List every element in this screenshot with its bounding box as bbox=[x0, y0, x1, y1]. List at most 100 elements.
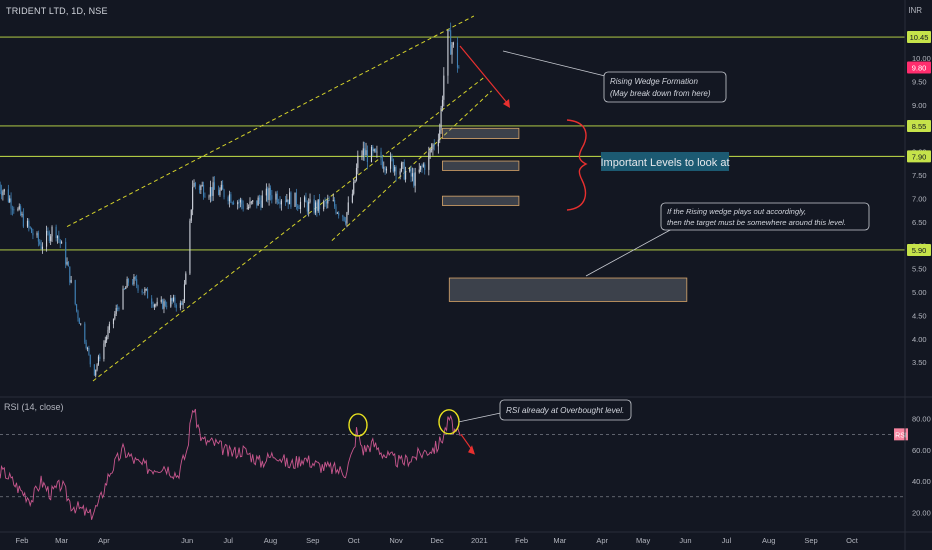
candle-body bbox=[13, 209, 15, 211]
candle-body bbox=[325, 201, 327, 204]
time-tick-label: Dec bbox=[430, 536, 444, 545]
time-tick-label: May bbox=[636, 536, 650, 545]
candle-body bbox=[96, 364, 98, 370]
candle-body bbox=[316, 202, 318, 211]
price-marker-label: 5.90 bbox=[912, 246, 927, 255]
candle-body bbox=[65, 241, 67, 265]
candle-body bbox=[11, 208, 13, 210]
candle-body bbox=[185, 273, 187, 285]
candle-body bbox=[257, 197, 259, 206]
candle-body bbox=[265, 188, 267, 196]
candle-body bbox=[395, 167, 397, 175]
candle-body bbox=[86, 347, 89, 349]
price-marker-box bbox=[907, 119, 931, 132]
candle-body bbox=[153, 304, 155, 307]
candle-body bbox=[314, 202, 317, 213]
candle-body bbox=[80, 323, 82, 325]
target-callout-line2: then the target must be somewhere around… bbox=[667, 218, 846, 227]
candle-body bbox=[127, 279, 130, 283]
candle-body bbox=[125, 287, 127, 290]
candle-body bbox=[145, 288, 147, 290]
candle-body bbox=[429, 149, 431, 153]
candle-body bbox=[441, 99, 444, 108]
candle-body bbox=[183, 284, 186, 301]
candle-body bbox=[123, 288, 125, 290]
candle-body bbox=[422, 164, 424, 167]
candle-body bbox=[132, 282, 134, 284]
candle-body bbox=[136, 279, 138, 286]
candle-body bbox=[133, 276, 135, 284]
candle-body bbox=[343, 216, 345, 221]
price-tick-label: 4.50 bbox=[912, 311, 927, 320]
candle-body bbox=[290, 192, 292, 207]
candle-body bbox=[84, 323, 86, 343]
candle-body bbox=[78, 318, 80, 324]
candle-body bbox=[66, 261, 68, 265]
candle-body bbox=[172, 297, 175, 302]
price-tick-label: 9.50 bbox=[912, 78, 927, 87]
candle-body bbox=[134, 276, 136, 280]
candle-body bbox=[370, 146, 373, 163]
time-tick-label: Feb bbox=[515, 536, 528, 545]
candle-body bbox=[155, 304, 157, 306]
candle-body bbox=[241, 200, 243, 205]
candle-body bbox=[286, 199, 288, 202]
time-tick-label: Sep bbox=[804, 536, 817, 545]
candle-body bbox=[182, 300, 184, 305]
candle-body bbox=[171, 298, 173, 302]
candle-body bbox=[104, 340, 106, 344]
candle-body bbox=[228, 194, 231, 202]
candle-body bbox=[317, 199, 319, 211]
target-callout-box bbox=[660, 202, 870, 231]
candle-body bbox=[403, 162, 405, 180]
time-tick-label: Apr bbox=[596, 536, 608, 545]
candle-body bbox=[32, 232, 34, 236]
candle-body bbox=[413, 173, 415, 186]
candle-body bbox=[295, 192, 297, 206]
candle-body bbox=[384, 167, 386, 171]
candle-body bbox=[233, 202, 235, 205]
candle-body bbox=[258, 197, 261, 201]
candle-body bbox=[289, 192, 291, 205]
candle-body bbox=[433, 144, 435, 147]
candle-body bbox=[99, 356, 101, 360]
candle-body bbox=[70, 280, 72, 283]
candle-body bbox=[411, 173, 413, 177]
candle-body bbox=[238, 202, 240, 204]
zone-box bbox=[442, 195, 520, 206]
candle-body bbox=[355, 167, 358, 181]
candle-body bbox=[152, 304, 154, 307]
candle-body bbox=[284, 200, 287, 202]
rsi-tick-label: 60.00 bbox=[912, 446, 931, 455]
candle-body bbox=[328, 200, 330, 201]
candle-body bbox=[117, 308, 119, 309]
candle-body bbox=[3, 189, 5, 192]
candle-body bbox=[51, 226, 53, 237]
candle-body bbox=[213, 182, 216, 190]
candle-body bbox=[93, 364, 95, 376]
candle-body bbox=[372, 146, 374, 152]
candle-body bbox=[334, 199, 336, 207]
candle-body bbox=[278, 202, 280, 204]
breakdown-arrowhead bbox=[503, 99, 510, 108]
candle-body bbox=[115, 308, 117, 314]
candle-body bbox=[163, 301, 165, 309]
candle-body bbox=[430, 149, 433, 151]
candle-body bbox=[69, 266, 71, 283]
candle-body bbox=[137, 285, 139, 291]
target-callout-line1: If the Rising wedge plays out accordingl… bbox=[667, 207, 806, 216]
rsi-panel: RSI RSI already at Overbought level. bbox=[0, 399, 908, 520]
annotations: Rising Wedge Formation (May break down fr… bbox=[459, 45, 870, 277]
rsi-callout-text: RSI already at Overbought level. bbox=[506, 406, 624, 415]
candle-body bbox=[269, 187, 272, 196]
candle-body bbox=[89, 354, 91, 365]
time-tick-label: Jun bbox=[181, 536, 193, 545]
candle-body bbox=[250, 201, 252, 203]
wedge-lower-2 bbox=[331, 90, 492, 241]
candle-body bbox=[46, 231, 48, 247]
candle-body bbox=[118, 308, 120, 310]
candle-body bbox=[353, 182, 355, 194]
candle-body bbox=[402, 162, 404, 164]
candle-body bbox=[58, 235, 60, 240]
